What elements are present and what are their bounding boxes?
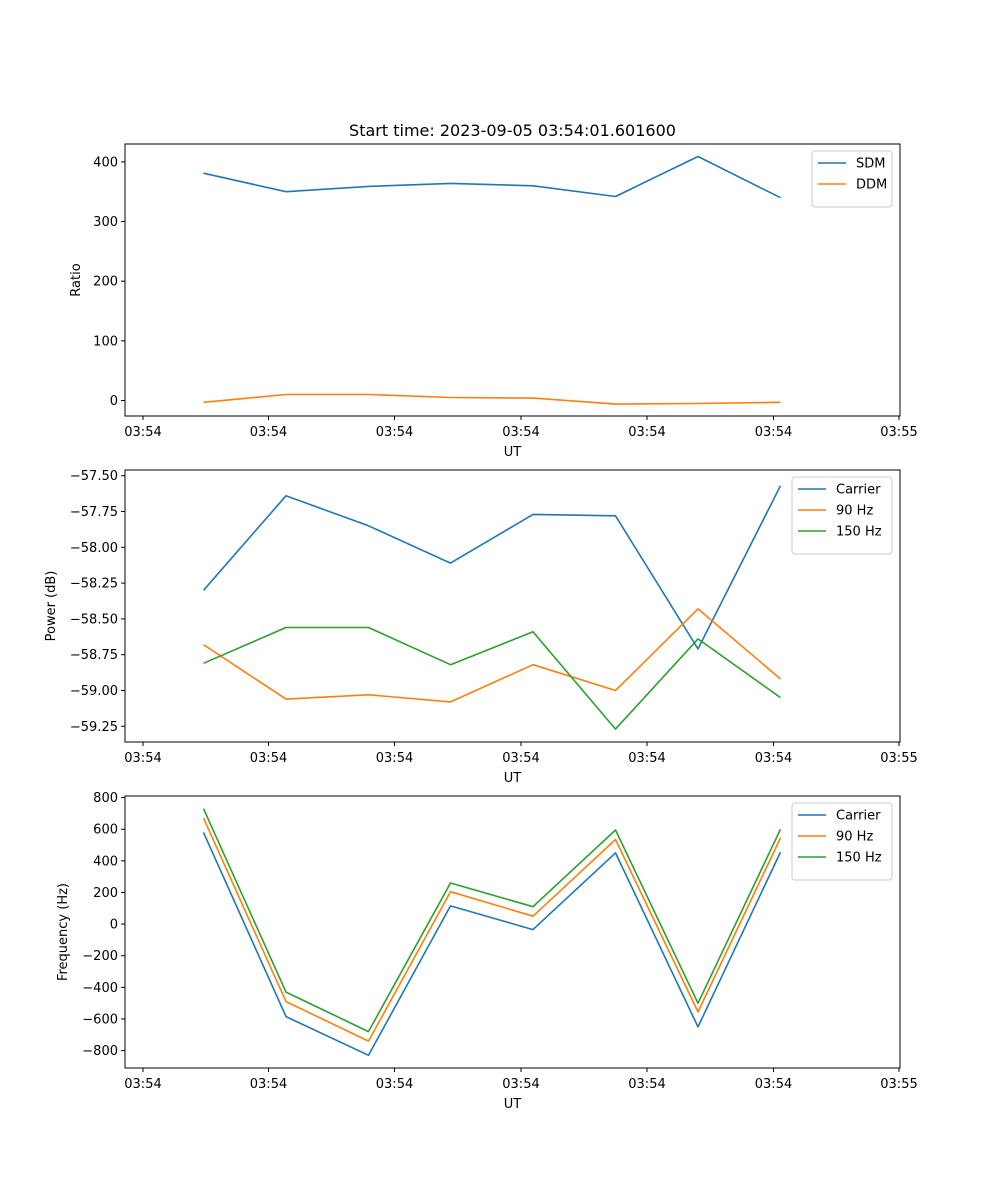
chart0-series-line-sdm: [203, 155, 781, 199]
chart2-x-tick-label-6: 03:55: [880, 1077, 917, 1092]
chart0-y-tick-label-0: 0: [110, 394, 118, 409]
chart2-y-tick-label-1: 600: [93, 823, 118, 838]
chart2-axes-frame: [124, 795, 901, 1069]
chart1-legend-label-carrier: Carrier: [836, 483, 881, 498]
chart0-y-tick-label-2: 200: [93, 275, 118, 290]
chart2-y-tick-label-4: 0: [110, 918, 118, 933]
chart0-series-line-ddm: [203, 393, 781, 405]
chart0-y-tick-label-1: 100: [93, 334, 118, 349]
chart0-legend-label-ddm: DDM: [856, 178, 887, 193]
chart1-legend-box: [791, 476, 893, 555]
chart1-legend: Carrier 90 Hz 150 Hz: [791, 476, 893, 555]
chart0-x-tick-label-1: 03:54: [250, 425, 287, 440]
chart1-x-tick-label-6: 03:55: [880, 751, 917, 766]
chart2-y-tick-label-6: −400: [82, 981, 118, 996]
chart1-y-tick-label-6: −59.00: [70, 684, 118, 699]
chart0-panel: 03:54 03:54 03:54 03:54 03:54 03:54 03:55 0 100 2…: [69, 143, 918, 460]
chart1-y-tick-label-1: −57.75: [70, 505, 118, 520]
chart2-legend-label-90-hz: 90 Hz: [836, 830, 873, 845]
chart2-series-line-150-hz: [202, 808, 782, 1033]
chart1-series-line-carrier: [202, 485, 782, 650]
chart1-y-tick-label-7: −59.25: [70, 720, 118, 735]
chart2-x-tick-label-0: 03:54: [124, 1077, 161, 1092]
chart2-legend-label-carrier: Carrier: [836, 809, 881, 824]
chart0-x-tick-label-5: 03:54: [755, 425, 792, 440]
chart1-y-tick-label-2: −58.00: [70, 541, 118, 556]
chart2-y-tick-label-3: 200: [93, 886, 118, 901]
chart0-x-tick-label-4: 03:54: [628, 425, 665, 440]
chart0-legend: SDM DDM: [811, 150, 893, 208]
chart1-y-axis-label: Power (dB): [44, 571, 59, 642]
chart0-legend-box: [811, 150, 893, 208]
chart1-x-tick-label-1: 03:54: [250, 751, 287, 766]
charts-container: 03:54 03:54 03:54 03:54 03:54 03:54 03:55 0 100 2…: [44, 143, 918, 1112]
chart0-x-axis-label: UT: [504, 445, 522, 460]
chart1-y-tick-label-4: −58.50: [70, 612, 118, 627]
chart2-legend: Carrier 90 Hz 150 Hz: [791, 802, 893, 881]
chart2-x-axis-label: UT: [504, 1097, 522, 1112]
chart1-x-tick-label-0: 03:54: [124, 751, 161, 766]
chart2-series-line-carrier: [202, 832, 782, 1057]
chart1-y-tick-label-5: −58.75: [70, 648, 118, 663]
chart1-series-line-90-hz: [203, 608, 782, 703]
chart1-x-tick-label-3: 03:54: [502, 751, 539, 766]
chart2-x-tick-label-5: 03:54: [755, 1077, 792, 1092]
chart1-x-axis-label: UT: [504, 771, 522, 786]
chart1-legend-label-90-hz: 90 Hz: [836, 504, 873, 519]
chart2-y-tick-label-7: −600: [82, 1012, 118, 1027]
chart1-legend-label-150-hz: 150 Hz: [836, 525, 882, 540]
chart2-y-tick-label-2: 400: [93, 854, 118, 869]
chart1-x-tick-label-5: 03:54: [755, 751, 792, 766]
chart2-series-line-90-hz: [202, 817, 782, 1042]
chart2-x-tick-label-1: 03:54: [250, 1077, 287, 1092]
chart1-x-tick-label-2: 03:54: [376, 751, 413, 766]
chart1-axes-frame: [124, 469, 901, 743]
chart2-panel: 03:54 03:54 03:54 03:54 03:54 03:54 03:55 800 60…: [56, 791, 918, 1112]
chart2-legend-label-150-hz: 150 Hz: [836, 851, 882, 866]
chart2-y-tick-label-5: −200: [82, 949, 118, 964]
chart0-x-tick-label-0: 03:54: [124, 425, 161, 440]
chart0-y-tick-label-4: 400: [93, 155, 118, 170]
chart0-x-tick-label-6: 03:55: [880, 425, 917, 440]
figure-title: Start time: 2023-09-05 03:54:01.601600: [349, 121, 676, 140]
chart1-x-tick-label-4: 03:54: [628, 751, 665, 766]
chart0-legend-label-sdm: SDM: [856, 157, 885, 172]
chart0-axes-frame: [124, 143, 901, 417]
chart2-legend-box: [791, 802, 893, 881]
chart2-y-axis-label: Frequency (Hz): [56, 883, 71, 981]
chart1-series-line-150-hz: [203, 626, 781, 730]
chart0-x-tick-label-3: 03:54: [502, 425, 539, 440]
chart1-y-tick-label-3: −58.25: [70, 577, 118, 592]
chart1-y-tick-label-0: −57.50: [70, 469, 118, 484]
chart2-x-tick-label-2: 03:54: [376, 1077, 413, 1092]
chart2-x-tick-label-4: 03:54: [628, 1077, 665, 1092]
chart1-panel: 03:54 03:54 03:54 03:54 03:54 03:54 03:55 −57.5…: [44, 469, 918, 786]
chart0-y-axis-label: Ratio: [69, 263, 84, 296]
chart0-y-tick-label-3: 300: [93, 215, 118, 230]
chart2-y-tick-label-0: 800: [93, 791, 118, 806]
chart2-y-tick-label-8: −800: [82, 1044, 118, 1059]
chart0-x-tick-label-2: 03:54: [376, 425, 413, 440]
chart2-x-tick-label-3: 03:54: [502, 1077, 539, 1092]
